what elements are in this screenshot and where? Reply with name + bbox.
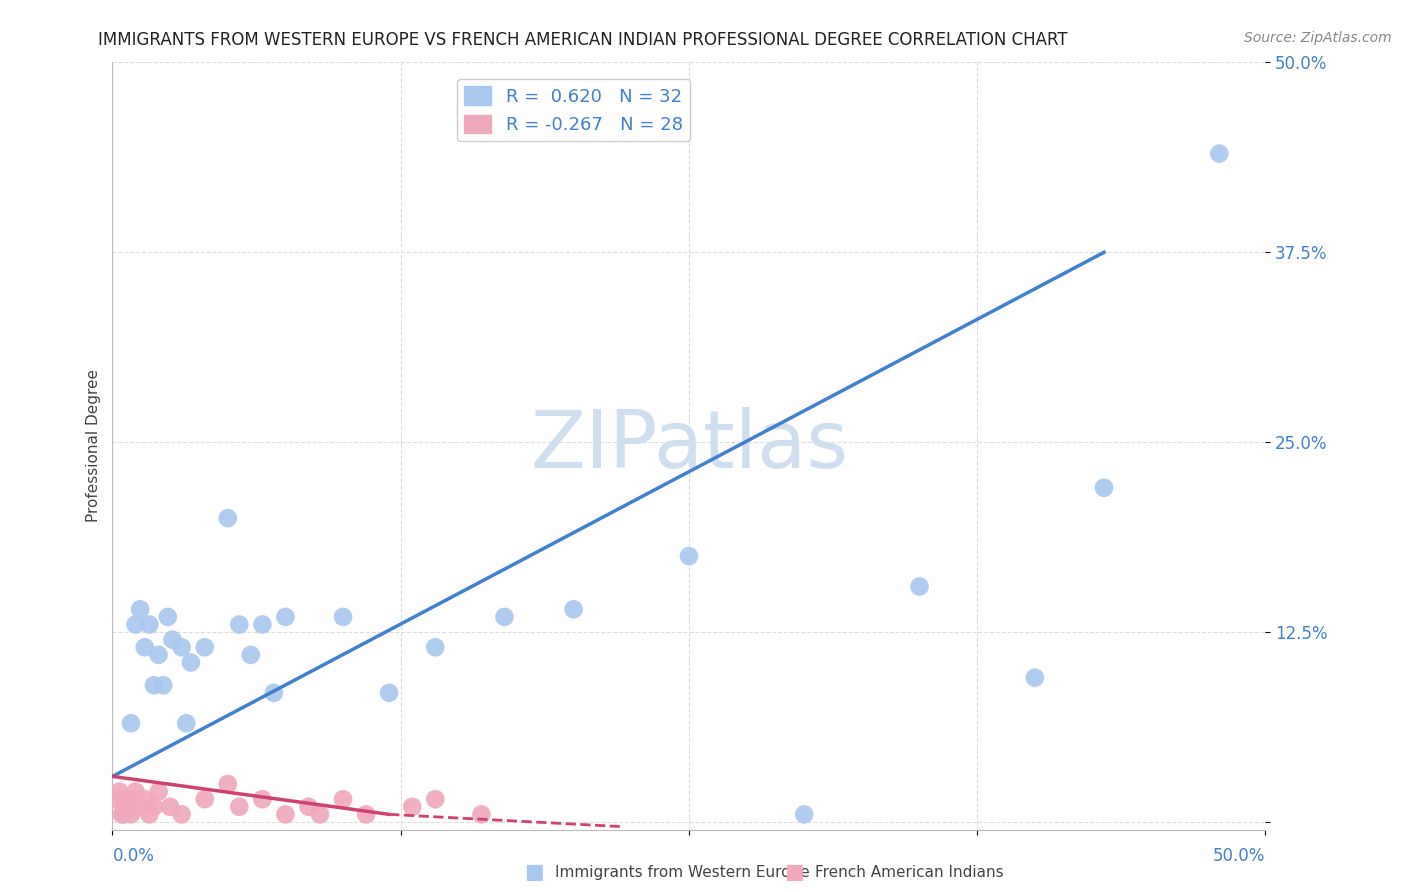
Point [138,617,160,632]
Point [252,792,274,806]
Point [124,784,146,798]
Point [174,716,197,731]
Text: ZIPatlas: ZIPatlas [530,407,848,485]
Point [332,792,354,806]
Legend: R =  0.620   N = 32, R = -0.267   N = 28: R = 0.620 N = 32, R = -0.267 N = 28 [457,79,690,141]
Point [156,610,179,624]
Point [332,610,354,624]
Point [228,617,250,632]
Point [274,807,297,822]
Point [263,686,285,700]
Point [159,799,181,814]
Point [148,784,170,798]
Point [562,602,585,616]
Text: French American Indians: French American Indians [815,865,1004,880]
Point [217,777,239,791]
Point [170,640,193,655]
Point [180,656,202,670]
Point [1208,146,1230,161]
Point [112,807,135,822]
Point [239,648,262,662]
Point [134,792,156,806]
Point [425,792,447,806]
Point [274,610,297,624]
Point [122,792,145,806]
Point [194,792,217,806]
Point [908,580,931,594]
Point [793,807,815,822]
Point [425,640,447,655]
Point [134,640,156,655]
Point [297,799,319,814]
Point [678,549,700,563]
Point [309,807,332,822]
Point [1024,671,1046,685]
Point [120,716,142,731]
Point [108,784,131,798]
Text: Source: ZipAtlas.com: Source: ZipAtlas.com [1244,31,1392,45]
Point [120,807,142,822]
Point [228,799,250,814]
Text: ■: ■ [524,863,544,882]
Point [148,648,170,662]
Point [217,511,239,525]
Point [129,799,152,814]
Point [143,678,166,692]
Point [494,610,516,624]
Point [354,807,377,822]
Text: Immigrants from Western Europe: Immigrants from Western Europe [555,865,810,880]
Text: 0.0%: 0.0% [112,847,155,865]
Y-axis label: Professional Degree: Professional Degree [86,369,101,523]
Point [105,792,128,806]
Point [401,799,423,814]
Point [115,792,138,806]
Point [162,632,184,647]
Point [1092,481,1115,495]
Point [143,799,166,814]
Point [252,617,274,632]
Point [112,799,135,814]
Point [117,799,139,814]
Point [170,807,193,822]
Point [470,807,492,822]
Text: ■: ■ [785,863,804,882]
Point [138,807,160,822]
Text: IMMIGRANTS FROM WESTERN EUROPE VS FRENCH AMERICAN INDIAN PROFESSIONAL DEGREE COR: IMMIGRANTS FROM WESTERN EUROPE VS FRENCH… [98,31,1069,49]
Point [111,807,134,822]
Point [124,617,146,632]
Point [194,640,217,655]
Point [378,686,401,700]
Text: 50.0%: 50.0% [1213,847,1265,865]
Point [129,602,152,616]
Point [152,678,174,692]
